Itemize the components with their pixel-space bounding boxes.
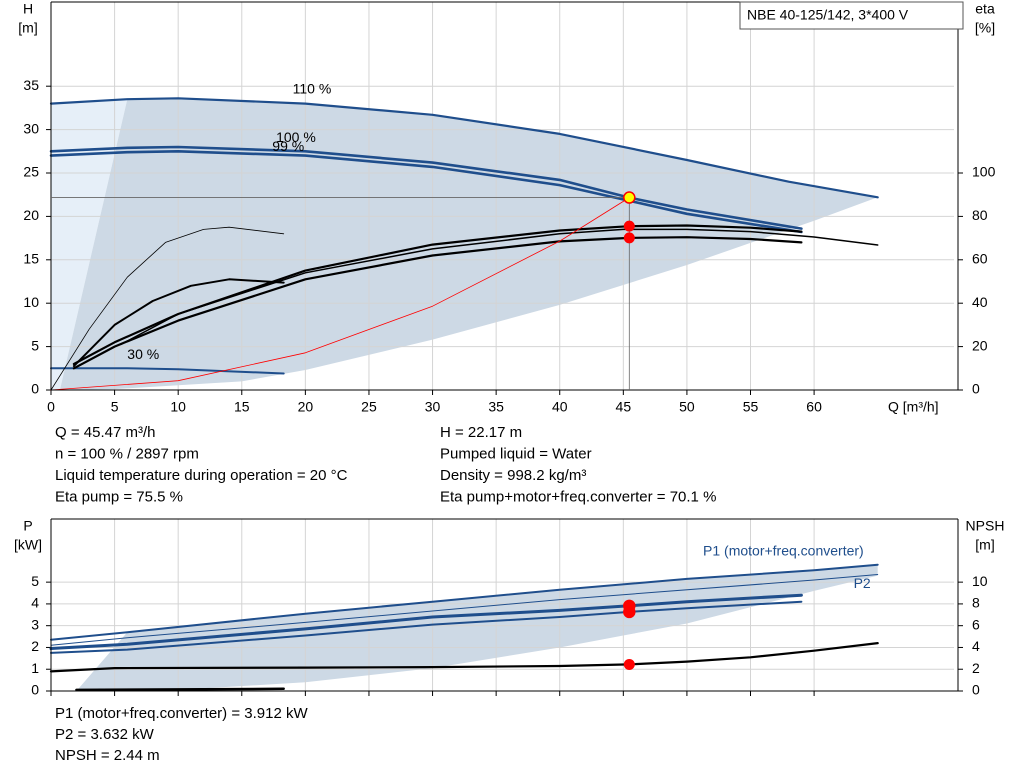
y-tick-label: 0 <box>31 381 39 397</box>
curve <box>72 278 285 368</box>
curve <box>50 226 285 391</box>
curve-label: 100 % <box>276 129 316 145</box>
curve <box>50 197 630 391</box>
y-tick-label: 5 <box>31 337 39 353</box>
y2-tick-label: 100 <box>972 164 996 180</box>
curve <box>50 600 803 654</box>
y2-tick-label: 2 <box>972 660 980 676</box>
y-tick-label: 1 <box>31 660 39 676</box>
y2-axis-label: NPSH <box>966 518 1005 534</box>
curve <box>49 642 879 673</box>
x-tick-label: 5 <box>111 399 119 415</box>
x-tick-label: 10 <box>170 399 186 415</box>
info-line: Liquid temperature during operation = 20… <box>55 467 348 484</box>
y2-tick-label: 10 <box>972 573 988 589</box>
operating-point <box>623 232 635 244</box>
y2-tick-label: 60 <box>972 251 988 267</box>
curve <box>72 236 803 370</box>
operating-point <box>623 191 636 204</box>
curve-label: P2 <box>854 575 871 591</box>
model-box <box>739 1 964 30</box>
operating-range <box>76 564 878 691</box>
x-tick-label: 30 <box>425 399 441 415</box>
y2-tick-label: 4 <box>972 638 980 654</box>
y2-axis-unit: [%] <box>975 20 995 36</box>
curve-label: 99 % <box>272 138 304 154</box>
curve <box>72 224 803 366</box>
x-tick-label: 20 <box>298 399 314 415</box>
y2-tick-label: 20 <box>972 337 988 353</box>
y-tick-label: 10 <box>23 294 39 310</box>
y2-axis-unit: [m] <box>975 537 994 553</box>
operating-point <box>623 220 635 232</box>
y-tick-label: 30 <box>23 120 39 136</box>
curve <box>49 97 879 199</box>
info-line: P1 (motor+freq.converter) = 3.912 kW <box>55 705 308 722</box>
chart: 0 1 2 3 4 5 0 2 4 6 8 10 P [kW] NPSH [m] P1 (motor+freq.… <box>14 518 1004 698</box>
x-tick-label: 45 <box>616 399 632 415</box>
x-tick-label: 50 <box>679 399 695 415</box>
y-tick-label: 25 <box>23 164 39 180</box>
y2-tick-label: 8 <box>972 595 980 611</box>
y2-axis-label: eta <box>975 1 995 17</box>
y-axis-label: P <box>23 518 32 534</box>
x-tick-label: 40 <box>552 399 568 415</box>
y2-tick-label: 80 <box>972 207 988 223</box>
info-line: Pumped liquid = Water <box>440 445 592 462</box>
x-tick-label: 15 <box>234 399 250 415</box>
y2-tick-label: 40 <box>972 294 988 310</box>
y-tick-label: 5 <box>31 573 39 589</box>
chart: 0 5 10 15 20 25 30 35 40 45 50 55 60 0 5 10 15 20 25 30 35 0 2… <box>18 1 995 415</box>
y-tick-label: 4 <box>31 595 39 611</box>
info-line: Eta pump+motor+freq.converter = 70.1 % <box>440 488 716 505</box>
curve <box>50 563 879 641</box>
y-tick-label: 2 <box>31 638 39 654</box>
info-line: NPSH = 2.44 m <box>55 747 160 764</box>
y-axis-unit: [m] <box>18 20 37 36</box>
x-axis-label: Q [m³/h] <box>888 399 939 415</box>
curve <box>75 687 285 692</box>
x-tick-label: 35 <box>488 399 504 415</box>
y2-tick-label: 0 <box>972 682 980 698</box>
model-label: NBE 40-125/142, 3*400 V <box>747 7 909 23</box>
info-line: n = 100 % / 2897 rpm <box>55 445 199 462</box>
y-axis-unit: [kW] <box>14 537 42 553</box>
charts: 0 5 10 15 20 25 30 35 40 45 50 55 600510152025303502… <box>14 1 1004 764</box>
operating-point <box>623 658 635 670</box>
y-tick-label: 3 <box>31 616 39 632</box>
y-tick-label: 35 <box>23 77 39 93</box>
info-line: H = 22.17 m <box>440 424 522 441</box>
x-tick-label: 0 <box>47 399 55 415</box>
y-tick-label: 15 <box>23 251 39 267</box>
x-tick-label: 55 <box>743 399 759 415</box>
y-tick-label: 0 <box>31 682 39 698</box>
curve <box>49 145 803 230</box>
curve <box>49 593 803 650</box>
curve <box>50 367 285 375</box>
curve <box>50 574 879 646</box>
y-axis-label: H <box>23 1 33 17</box>
y-tick-label: 20 <box>23 207 39 223</box>
info-line: Density = 998.2 kg/m³ <box>440 467 586 484</box>
info-line: Q = 45.47 m³/h <box>55 424 155 441</box>
info-line: Eta pump = 75.5 % <box>55 488 183 505</box>
info-line: P2 = 3.632 kW <box>55 726 155 743</box>
curve-label: P1 (motor+freq.converter) <box>703 542 864 558</box>
curve-label: 110 % <box>293 81 332 97</box>
x-tick-label: 60 <box>806 399 822 415</box>
y2-tick-label: 0 <box>972 381 980 397</box>
curve <box>49 150 803 234</box>
curve-label: 30 % <box>127 346 159 362</box>
x-tick-label: 25 <box>361 399 377 415</box>
operating-range <box>51 99 128 390</box>
operating-point <box>623 605 636 619</box>
y2-tick-label: 6 <box>972 616 980 632</box>
